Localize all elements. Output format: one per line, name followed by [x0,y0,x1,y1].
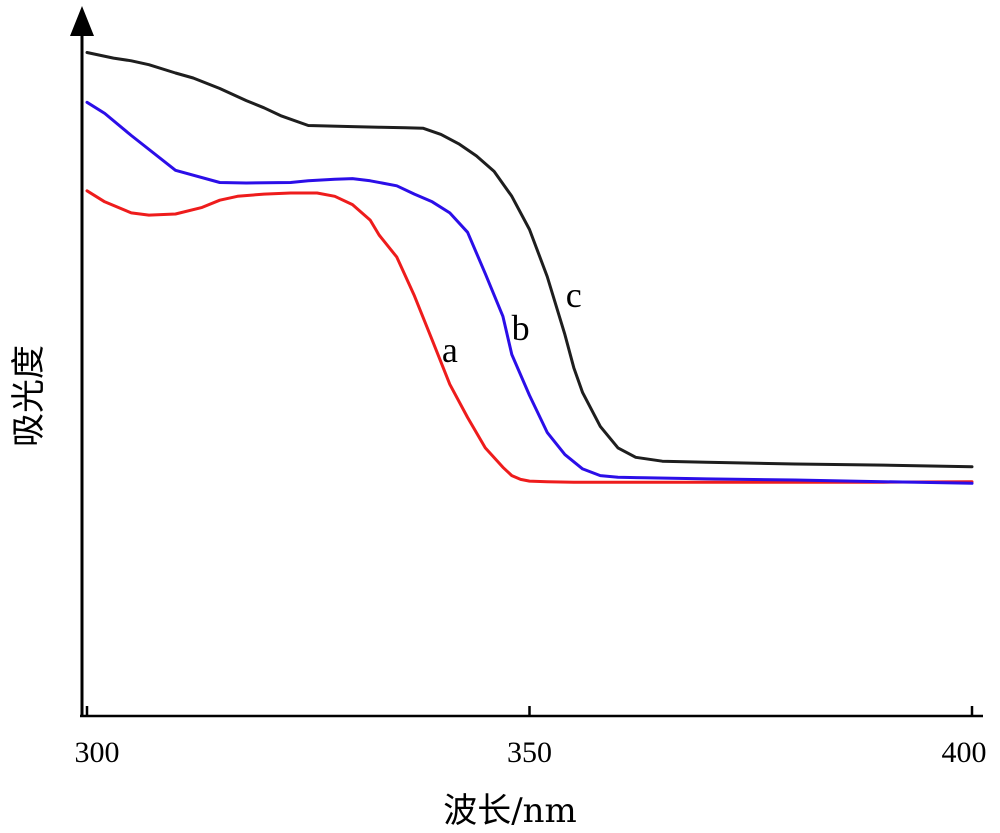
x-axis-label: 波长/nm [443,791,577,831]
y-axis-label: 吸光度 [9,345,49,447]
series-line-a [85,189,974,484]
curve-label-b: b [512,308,530,348]
curve-label-a: a [442,330,458,370]
x-ticks: 300 350 400 [75,706,987,769]
x-tick-label: 350 [507,736,552,769]
y-axis-arrow [70,6,94,36]
curve-label-c: c [566,275,582,315]
annotation-layer: a bc [442,275,582,370]
series-line-c [85,51,974,469]
series-layer [85,51,974,485]
x-tick-label: 300 [75,736,120,769]
plot-area: 300 350 400 a bc [70,6,987,769]
series-line-b [85,100,974,485]
x-tick-label: 400 [942,736,987,769]
